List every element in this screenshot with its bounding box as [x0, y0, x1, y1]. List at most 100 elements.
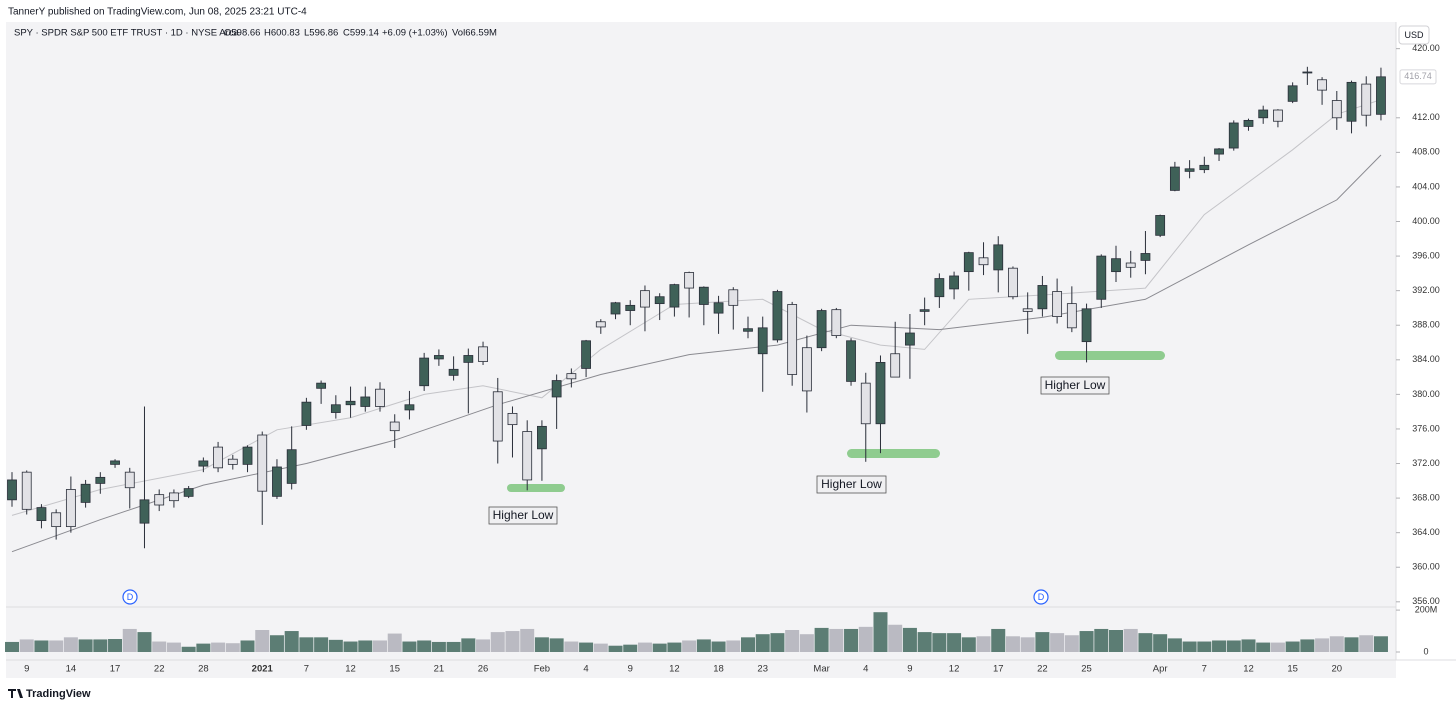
y-tick-label: 368.00 — [1412, 492, 1440, 502]
candle — [698, 286, 709, 326]
y-tick-label: 392.00 — [1412, 285, 1440, 295]
candle-body — [684, 272, 695, 289]
low: L596.86 — [304, 28, 338, 39]
candle-body — [95, 476, 106, 484]
x-tick-label: 7 — [304, 664, 309, 675]
candle — [581, 339, 591, 378]
candle-body — [1081, 308, 1092, 343]
candle — [551, 374, 562, 429]
annotation: Higher Low — [493, 508, 554, 522]
volume-bar — [34, 640, 49, 652]
candle — [169, 489, 179, 508]
candle-body — [419, 357, 430, 387]
x-tick-label: 15 — [1287, 664, 1298, 675]
candle-body — [581, 340, 591, 369]
candle — [728, 287, 739, 330]
volume-bar — [1344, 637, 1359, 652]
currency[interactable]: USD — [1404, 30, 1424, 40]
candle-body — [345, 400, 356, 406]
volume-bar — [711, 641, 726, 652]
candle — [227, 454, 238, 470]
volume-bar — [284, 631, 299, 652]
candle — [124, 467, 135, 509]
volume-bar — [314, 637, 329, 652]
volume-tick-label: 200M — [1415, 604, 1438, 614]
candle-body — [698, 286, 709, 305]
candle-body — [1214, 148, 1224, 155]
x-tick-label: 21 — [434, 664, 445, 675]
candle — [757, 316, 768, 392]
candle — [404, 390, 415, 420]
x-tick-label: Feb — [534, 664, 550, 675]
y-tick-label: 388.00 — [1412, 320, 1440, 330]
candle-body — [272, 466, 282, 497]
candle-body — [1022, 308, 1033, 312]
currency-button[interactable] — [1398, 25, 1430, 45]
candle-body — [65, 489, 76, 528]
x-tick-label: 14 — [66, 664, 77, 675]
volume-bar — [269, 635, 284, 652]
candle-body — [1258, 109, 1269, 119]
x-tick-label: 22 — [154, 664, 165, 675]
candle — [1125, 250, 1136, 278]
volume-bar — [991, 628, 1006, 652]
candle — [801, 335, 812, 413]
candle — [1361, 76, 1372, 127]
volume-bar — [1138, 633, 1153, 652]
candle-body — [595, 321, 606, 328]
candle-body — [875, 361, 886, 425]
volume-bar — [1285, 641, 1300, 652]
candle-body — [375, 388, 385, 407]
volume-bar — [520, 628, 535, 652]
candle — [669, 283, 680, 317]
volume-bar — [623, 644, 638, 652]
candle — [1155, 214, 1166, 238]
candle — [1302, 66, 1313, 85]
candle-body — [139, 499, 150, 524]
candle — [1376, 67, 1386, 121]
candle-body — [169, 492, 179, 502]
volume-bar — [534, 637, 549, 652]
volume-bar — [225, 643, 240, 652]
candle — [875, 355, 886, 454]
candle-body — [978, 257, 989, 266]
volume-bar — [755, 634, 770, 652]
volume-bar — [1020, 637, 1035, 652]
volume-bar — [431, 641, 446, 652]
event-label: D — [127, 592, 134, 602]
volume-bar — [446, 641, 461, 652]
volume-bar — [549, 638, 564, 652]
candle-body — [1302, 71, 1313, 74]
candle — [684, 271, 695, 318]
volume-bar — [1329, 636, 1344, 652]
volume-bar — [1167, 638, 1182, 652]
volume-bar — [505, 631, 520, 652]
candle — [595, 319, 606, 334]
volume-tick-label: 0 — [1423, 646, 1428, 656]
volume-bar — [5, 641, 19, 652]
candle-body — [1346, 81, 1357, 122]
candle — [448, 356, 459, 381]
candle-body — [816, 310, 827, 349]
candle — [640, 285, 650, 332]
annotation-box — [488, 506, 558, 525]
close: C599.14 — [343, 28, 379, 39]
x-tick-label: 23 — [757, 664, 768, 675]
candle-body — [36, 507, 47, 521]
candle-body — [640, 290, 650, 308]
x-tick-label: 9 — [24, 664, 29, 675]
volume-bar — [255, 630, 270, 652]
volume-bar — [1241, 639, 1256, 652]
x-tick-label: Mar — [813, 664, 829, 675]
candle — [375, 382, 385, 412]
volume-bar — [240, 640, 255, 652]
candle — [1287, 82, 1298, 104]
candle — [242, 445, 253, 473]
candle — [1228, 120, 1239, 151]
candle — [301, 397, 312, 430]
candle-body — [389, 421, 400, 432]
volume-bar — [1050, 633, 1065, 652]
highlight — [1055, 351, 1165, 360]
candle-body — [1037, 285, 1048, 310]
